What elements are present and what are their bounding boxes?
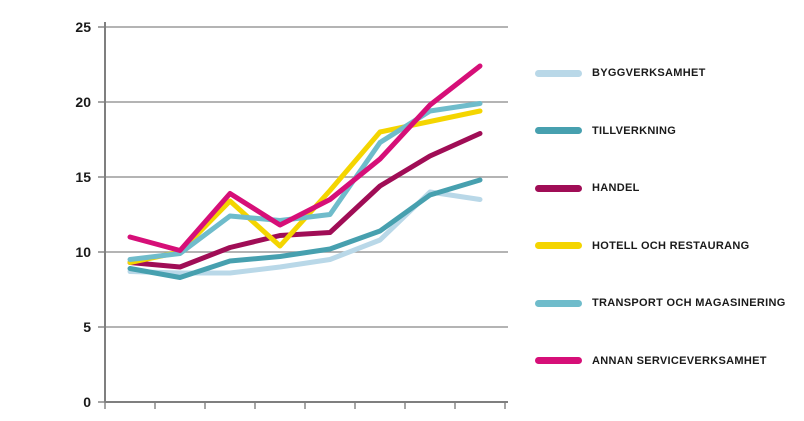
series-line-hotell-och-restaurang bbox=[127, 108, 483, 265]
series-line-tillverkning bbox=[127, 177, 483, 280]
y-axis-label-25: 25 bbox=[75, 19, 91, 35]
series-line-annan-serviceverksamhet bbox=[127, 63, 483, 253]
series-line-handel bbox=[127, 131, 483, 270]
y-axis-label-5: 5 bbox=[83, 319, 91, 335]
y-axis-label-0: 0 bbox=[83, 394, 91, 410]
y-axis-label-10: 10 bbox=[75, 244, 91, 260]
y-axis-label-15: 15 bbox=[75, 169, 91, 185]
y-axis-label-20: 20 bbox=[75, 94, 91, 110]
